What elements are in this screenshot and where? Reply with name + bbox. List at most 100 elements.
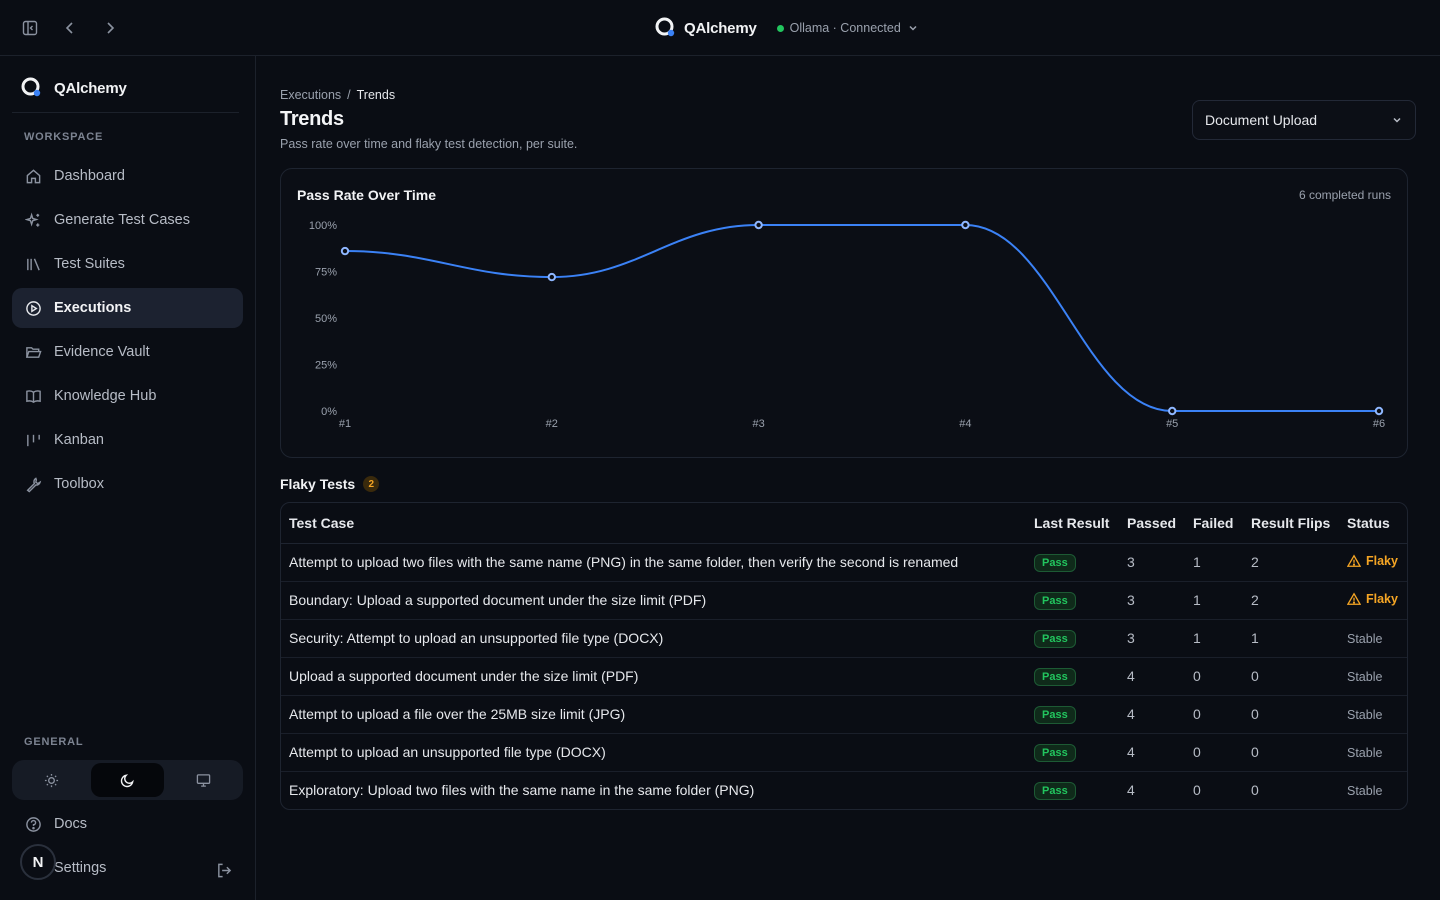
sidebar-item-test-suites[interactable]: Test Suites — [12, 244, 243, 284]
status-label: Stable — [1347, 670, 1383, 684]
back-icon[interactable] — [58, 16, 82, 40]
last-result-cell: Pass — [1026, 733, 1119, 772]
table-row[interactable]: Attempt to upload an unsupported file ty… — [281, 733, 1407, 772]
data-point-run-6[interactable] — [1374, 406, 1384, 416]
column-header-last-result[interactable]: Last Result — [1026, 503, 1119, 544]
app-header: QAlchemy Ollama · Connected — [654, 16, 919, 40]
kanban-icon — [24, 431, 42, 449]
passed-count: 3 — [1119, 581, 1185, 620]
passed-count: 4 — [1119, 695, 1185, 734]
test-case-name: Exploratory: Upload two files with the s… — [289, 782, 755, 799]
book-open-icon — [24, 387, 42, 405]
theme-system-option[interactable] — [166, 763, 240, 797]
data-point-run-5[interactable] — [1168, 406, 1177, 416]
failed-count: 1 — [1185, 581, 1243, 620]
status-label: Flaky — [1366, 591, 1398, 606]
sparkles-icon — [24, 211, 42, 229]
theme-light-option[interactable] — [15, 763, 89, 797]
workspace-section-label: WORKSPACE — [24, 131, 104, 143]
table-row[interactable]: Security: Attempt to upload an unsupport… — [281, 619, 1407, 658]
completed-runs-label: 6 completed runs — [1298, 188, 1391, 202]
column-header-failed[interactable]: Failed — [1185, 503, 1243, 544]
status-cell: Stable — [1339, 619, 1407, 658]
pass-rate-chart-card: Pass Rate Over Time 6 completed runs 0% 2… — [280, 168, 1408, 458]
sidebar-item-kanban[interactable]: Kanban — [12, 420, 243, 460]
data-point-run-1[interactable] — [340, 246, 350, 256]
sidebar-item-dashboard[interactable]: Dashboard — [12, 156, 243, 196]
result-flips-count: 0 — [1243, 733, 1339, 772]
app-title: QAlchemy — [684, 19, 757, 37]
sidebar-item-label: Dashboard — [54, 168, 125, 184]
flaky-tests-header: Flaky Tests 2 — [280, 476, 380, 492]
warning-triangle-icon — [1347, 591, 1361, 605]
status-cell: Stable — [1339, 771, 1407, 809]
x-tick-label: #2 — [546, 418, 558, 430]
sun-icon — [45, 773, 59, 787]
sidebar-item-knowledge-hub[interactable]: Knowledge Hub — [12, 376, 243, 416]
sidebar-item-docs[interactable]: Docs — [12, 804, 243, 844]
table-row[interactable]: Attempt to upload two files with the sam… — [281, 543, 1407, 582]
home-icon — [24, 167, 42, 185]
sidebar-divider — [12, 112, 239, 113]
avatar[interactable]: N — [20, 844, 56, 880]
y-tick-label: 75% — [315, 267, 337, 279]
result-flips-count: 0 — [1243, 657, 1339, 696]
x-tick-label: #6 — [1373, 418, 1385, 430]
sidebar-item-label: Toolbox — [54, 476, 104, 492]
sidebar-item-label: Docs — [54, 816, 88, 832]
failed-count: 0 — [1193, 782, 1201, 799]
table-row[interactable]: Exploratory: Upload two files with the s… — [281, 771, 1407, 809]
chevron-down-icon — [909, 25, 917, 31]
sidebar-brand[interactable]: QAlchemy — [20, 76, 127, 101]
breadcrumb-executions-link[interactable]: Executions — [280, 88, 342, 102]
x-tick-label: #1 — [339, 418, 351, 430]
pass-rate-series-line — [344, 224, 1379, 413]
breadcrumb: Executions / Trends — [280, 88, 395, 102]
status-label: Stable — [1347, 708, 1383, 722]
play-circle-icon — [24, 299, 42, 317]
failed-count: 0 — [1185, 733, 1243, 772]
y-tick-label: 25% — [315, 360, 337, 372]
sidebar: QAlchemy WORKSPACE Dashboard Generate Te… — [0, 56, 256, 900]
sidebar-item-settings[interactable]: Settings — [12, 848, 243, 888]
table-row[interactable]: Boundary: Upload a supported document un… — [281, 581, 1407, 620]
status-dot-icon — [776, 24, 784, 32]
status-label: Stable — [1347, 784, 1383, 799]
column-header-status[interactable]: Status — [1339, 503, 1407, 544]
suite-select-value: Document Upload — [1205, 112, 1318, 128]
data-point-run-4[interactable] — [961, 220, 970, 230]
toggle-sidebar-icon[interactable] — [18, 16, 42, 40]
table-row[interactable]: Upload a supported document under the si… — [281, 657, 1407, 696]
theme-dark-option[interactable] — [90, 763, 165, 797]
column-header-result-flips[interactable]: Result Flips — [1243, 503, 1339, 544]
library-icon — [24, 255, 42, 273]
table-row[interactable]: Attempt to upload a file over the 25MB s… — [281, 695, 1407, 734]
forward-icon[interactable] — [98, 16, 122, 40]
sidebar-item-generate-test-cases[interactable]: Generate Test Cases — [12, 200, 243, 240]
y-tick-label: 100% — [309, 220, 337, 232]
failed-count: 0 — [1185, 695, 1243, 734]
column-header-passed[interactable]: Passed — [1119, 503, 1185, 544]
test-case-name: Attempt to upload an unsupported file ty… — [281, 733, 1026, 772]
sidebar-item-toolbox[interactable]: Toolbox — [12, 464, 243, 504]
data-point-run-3[interactable] — [754, 220, 763, 230]
sidebar-item-executions[interactable]: Executions — [12, 288, 243, 328]
pass-badge: Pass — [1034, 553, 1076, 572]
suite-select[interactable]: Document Upload — [1192, 100, 1416, 140]
x-tick-label: #5 — [1166, 418, 1178, 430]
general-section-label: GENERAL — [24, 736, 84, 748]
status-cell: Stable — [1339, 657, 1407, 696]
column-header-test-case[interactable]: Test Case — [281, 503, 1026, 544]
passed-count: 4 — [1127, 782, 1135, 799]
connection-status[interactable]: Ollama · Connected — [776, 21, 919, 35]
x-tick-label: #3 — [752, 418, 764, 430]
passed-count: 4 — [1119, 657, 1185, 696]
data-point-run-2[interactable] — [547, 272, 556, 282]
flaky-count-badge: 2 — [363, 476, 380, 492]
logout-icon[interactable] — [214, 860, 234, 880]
qalchemy-logo-icon — [20, 76, 42, 101]
sidebar-item-evidence-vault[interactable]: Evidence Vault — [12, 332, 243, 372]
moon-icon — [120, 773, 134, 787]
flaky-tests-title: Flaky Tests — [280, 476, 356, 492]
qalchemy-logo-icon — [654, 16, 676, 41]
